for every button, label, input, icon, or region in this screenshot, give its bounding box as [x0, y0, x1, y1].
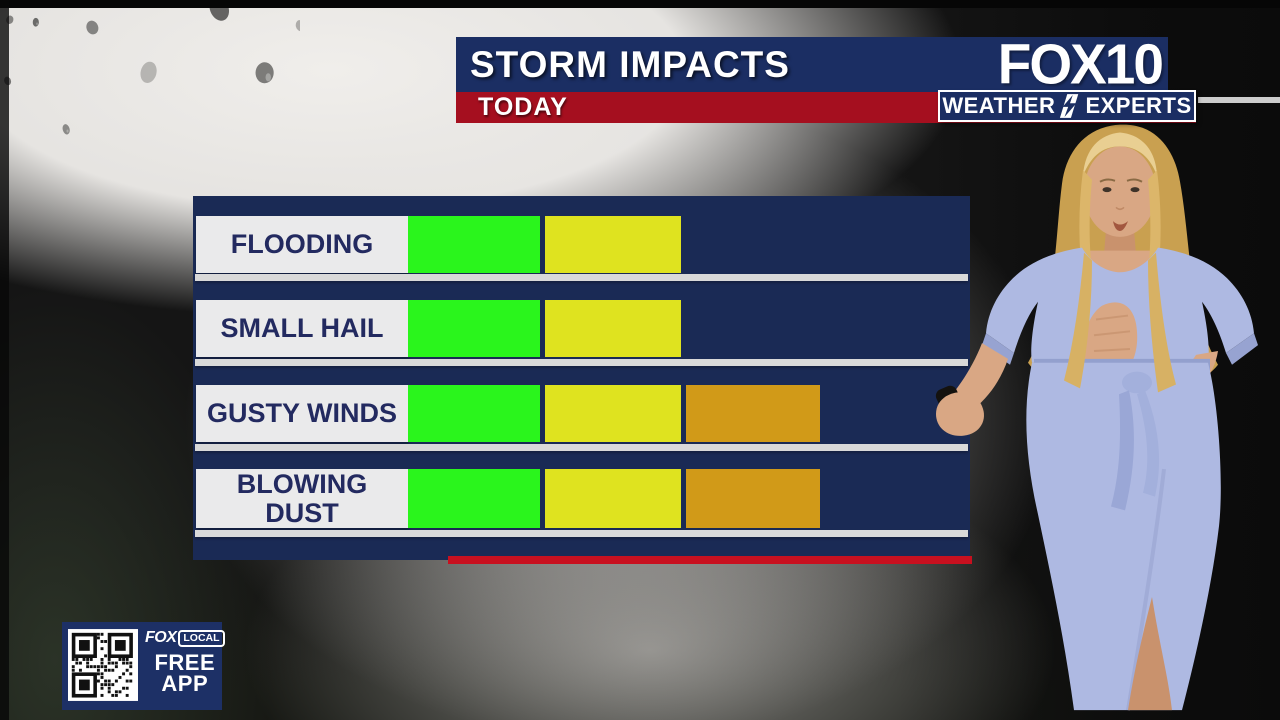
- left-edge-shadow: [0, 0, 9, 720]
- fox-local-app-promo: FOX LOCAL FREE APP: [62, 622, 225, 710]
- impact-bars: [408, 300, 681, 357]
- bar-segment-green: [408, 385, 540, 442]
- row-separator: [195, 274, 968, 281]
- bar-segment-green: [408, 300, 540, 357]
- lightning-bolt-icon: [1060, 94, 1079, 118]
- impact-row-small-hail: SMALL HAIL: [196, 300, 968, 357]
- weather-experts-badge: WEATHER EXPERTS: [938, 90, 1196, 122]
- impact-label-text: FLOODING: [230, 229, 374, 260]
- fox-local-logo: FOX LOCAL: [145, 629, 225, 647]
- row-separator: [195, 359, 968, 366]
- bar-segment-yellow: [545, 469, 681, 528]
- impact-bars: [408, 469, 820, 528]
- promo-text-column: FOX LOCAL FREE APP: [145, 628, 225, 704]
- red-underline: [448, 556, 972, 564]
- impact-row-blowing-dust: BLOWING DUST: [196, 469, 968, 528]
- row-separator: [195, 530, 968, 537]
- bar-segment-green: [408, 469, 540, 528]
- bar-segment-yellow: [545, 216, 681, 273]
- fox10-logo: FOX10: [997, 32, 1164, 96]
- impact-label-text: SMALL HAIL: [220, 313, 384, 344]
- bar-segment-yellow: [545, 385, 681, 442]
- storm-impacts-chart: FLOODING SMALL HAIL GUSTY WINDS BLOWING …: [193, 196, 972, 564]
- impact-row-gusty-winds: GUSTY WINDS: [196, 385, 968, 442]
- header-tail-line: [1198, 97, 1280, 103]
- header-title-bar: STORM IMPACTS FOX10: [456, 32, 1168, 96]
- fox-local-brand: FOX: [145, 629, 177, 646]
- impact-label: BLOWING DUST: [196, 469, 408, 528]
- timeframe-label: TODAY: [478, 93, 568, 121]
- impact-bars: [408, 216, 681, 273]
- impact-bars: [408, 385, 820, 442]
- bar-segment-yellow: [545, 300, 681, 357]
- top-letterbox-strip: [0, 0, 1280, 8]
- impact-label: FLOODING: [196, 216, 408, 273]
- badge-weather-label: WEATHER: [942, 93, 1056, 118]
- impact-label-text: BLOWING DUST: [236, 469, 368, 528]
- impact-row-flooding: FLOODING: [196, 216, 968, 273]
- header-title: STORM IMPACTS: [470, 44, 790, 85]
- impact-label: GUSTY WINDS: [196, 385, 408, 442]
- bar-segment-green: [408, 216, 540, 273]
- row-separator: [195, 444, 968, 451]
- free-app-label: FREE APP: [154, 650, 216, 696]
- free-app-line1: FREE: [154, 650, 216, 675]
- badge-experts-label: EXPERTS: [1085, 93, 1192, 118]
- bar-segment-orange: [686, 469, 820, 528]
- qr-code-icon: [68, 629, 138, 701]
- bar-segment-orange: [686, 385, 820, 442]
- impact-label-text: GUSTY WINDS: [206, 398, 397, 429]
- impact-label: SMALL HAIL: [196, 300, 408, 357]
- fox-local-suffix: LOCAL: [178, 629, 225, 647]
- free-app-line2: APP: [161, 670, 209, 696]
